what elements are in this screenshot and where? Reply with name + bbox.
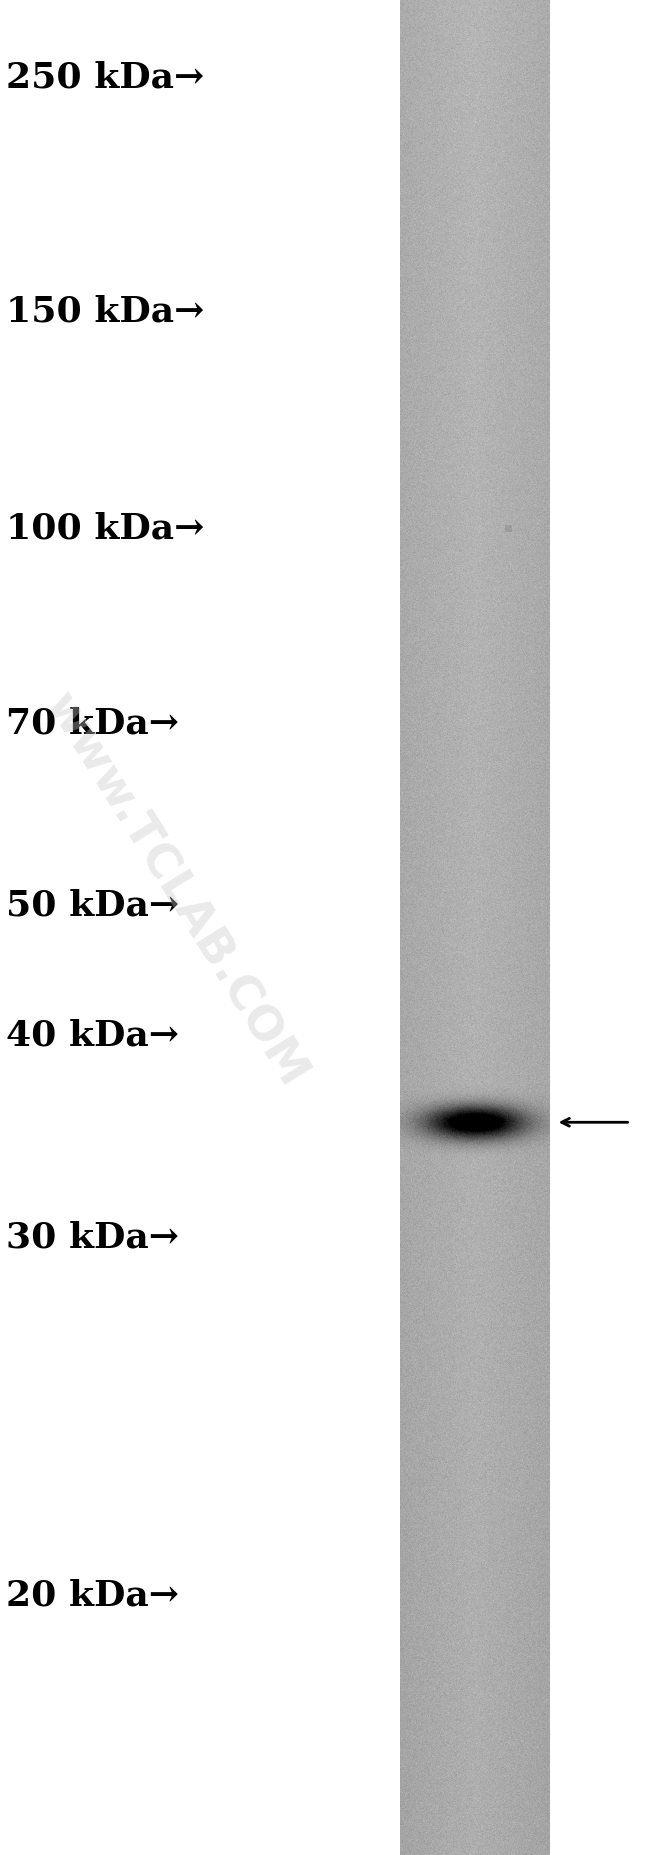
Text: 30 kDa→: 30 kDa→ [6, 1221, 179, 1254]
Text: 100 kDa→: 100 kDa→ [6, 512, 205, 545]
Text: 20 kDa→: 20 kDa→ [6, 1579, 179, 1612]
Text: 150 kDa→: 150 kDa→ [6, 295, 205, 328]
Text: www.TCLAB.COM: www.TCLAB.COM [36, 684, 315, 1096]
Text: 70 kDa→: 70 kDa→ [6, 707, 179, 740]
Text: 50 kDa→: 50 kDa→ [6, 889, 179, 922]
Text: 40 kDa→: 40 kDa→ [6, 1018, 179, 1052]
Text: 250 kDa→: 250 kDa→ [6, 61, 205, 95]
